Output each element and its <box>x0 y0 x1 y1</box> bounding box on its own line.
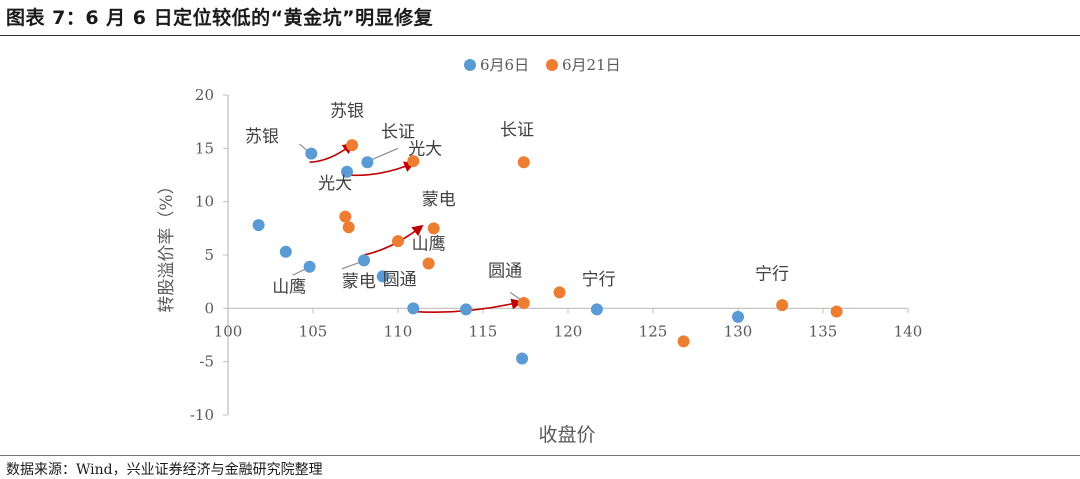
y-tick-label: -10 <box>190 406 214 424</box>
point-jun6 <box>516 352 529 365</box>
point-label: 蒙电 <box>342 272 376 292</box>
x-tick-label: 120 <box>554 322 583 340</box>
point-jun21 <box>553 286 566 299</box>
point-jun21 <box>392 235 404 248</box>
point-label: 光大 <box>318 174 352 194</box>
shift-arrow <box>363 224 424 256</box>
x-tick-label: 110 <box>384 322 413 340</box>
point-jun21 <box>776 299 789 312</box>
x-tick-label: 100 <box>214 322 243 340</box>
point-jun6 <box>305 147 318 160</box>
point-label: 蒙电 <box>422 190 456 210</box>
point-jun6 <box>341 165 353 178</box>
data-points <box>252 139 843 365</box>
legend-marker-jun21 <box>546 59 558 71</box>
y-tick-label: 20 <box>195 86 214 104</box>
point-jun21 <box>346 139 359 152</box>
point-jun6 <box>732 310 744 323</box>
point-jun21 <box>407 155 420 168</box>
x-tick-label: 115 <box>469 322 498 340</box>
y-tick-label: 10 <box>195 193 214 211</box>
y-tick-label: 15 <box>195 139 214 157</box>
point-label: 长证 <box>381 123 415 143</box>
legend-label-jun6: 6月6日 <box>480 56 529 74</box>
point-label: 光大 <box>408 140 442 160</box>
point-jun6 <box>460 303 472 316</box>
leader-line <box>370 147 399 161</box>
point-jun6 <box>407 302 420 315</box>
figure-title: 图表 7：6 月 6 日定位较低的“黄金坑”明显修复 <box>6 7 434 29</box>
title-rule <box>0 35 1080 36</box>
point-jun21 <box>517 156 530 169</box>
x-tick-label: 130 <box>724 322 753 340</box>
shift-arrow <box>346 161 416 177</box>
source-note: 数据来源：Wind，兴业证券经济与金融研究院整理 <box>6 462 323 478</box>
point-jun21 <box>339 210 352 223</box>
point-jun6 <box>279 245 292 258</box>
y-tick-label: -5 <box>199 353 214 371</box>
point-label: 宁行 <box>582 270 616 290</box>
point-label: 宁行 <box>755 265 789 285</box>
point-label: 圆通 <box>383 270 417 290</box>
point-label: 山鹰 <box>272 277 306 297</box>
point-jun6 <box>590 303 603 316</box>
point-jun6 <box>361 156 374 169</box>
x-tick-label: 135 <box>809 322 838 340</box>
point-jun6 <box>303 260 316 273</box>
y-tick-label: 0 <box>204 299 214 317</box>
x-tick-label: 125 <box>639 322 668 340</box>
point-label: 山鹰 <box>412 235 446 255</box>
y-tick-label: 5 <box>204 246 214 264</box>
point-jun21 <box>677 335 690 348</box>
x-axis-label: 收盘价 <box>538 424 595 446</box>
legend: 6月6日 6月21日 <box>464 56 621 74</box>
point-jun21 <box>342 221 355 234</box>
point-jun6 <box>252 219 265 232</box>
x-tick-label: 105 <box>299 322 328 340</box>
point-jun21 <box>830 305 843 318</box>
legend-marker-jun6 <box>464 59 476 71</box>
x-tick-label: 140 <box>894 322 923 340</box>
point-jun6 <box>376 270 389 283</box>
point-label: 长证 <box>500 121 534 141</box>
point-jun21 <box>427 222 440 235</box>
legend-label-jun21: 6月21日 <box>562 56 621 74</box>
point-jun21 <box>517 297 530 309</box>
footer-rule <box>0 455 1080 456</box>
point-jun6 <box>358 254 370 267</box>
scatter-chart: 100 105 110 115 120 125 130 135 14020151050-5-10… <box>157 56 922 446</box>
point-label: 圆通 <box>488 261 522 281</box>
point-jun21 <box>422 257 435 270</box>
point-label: 苏银 <box>245 127 279 147</box>
point-label: 苏银 <box>330 101 364 121</box>
y-axis-label: 转股溢价率（%） <box>157 177 177 312</box>
